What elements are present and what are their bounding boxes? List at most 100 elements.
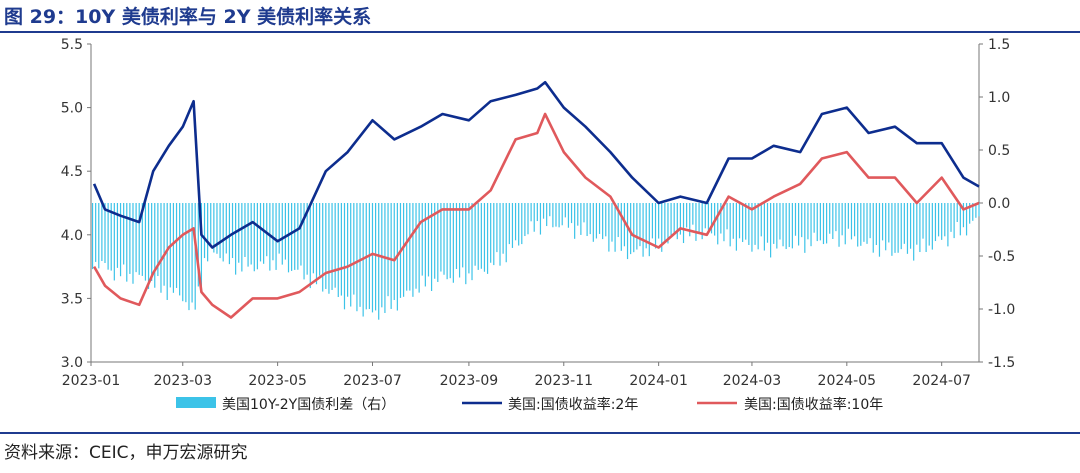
spread-bar	[857, 203, 859, 247]
x-tick-label: 2023-09	[440, 373, 499, 389]
spread-bar	[580, 203, 582, 235]
spread-bar	[101, 203, 103, 262]
spread-bar	[474, 203, 476, 266]
y-right-tick-label: 1.5	[988, 37, 1010, 53]
spread-bar	[415, 203, 417, 289]
spread-bar	[894, 203, 896, 253]
spread-bar	[881, 203, 884, 241]
spread-bar	[738, 203, 741, 239]
line-10y-yield	[92, 112, 980, 319]
spread-bar	[536, 203, 538, 222]
spread-bar	[583, 203, 585, 223]
spread-bar	[701, 203, 703, 240]
spread-bar	[446, 203, 448, 280]
spread-bar	[521, 203, 523, 245]
spread-bar	[654, 203, 657, 249]
spread-bar	[228, 203, 231, 265]
spread-bar	[605, 203, 607, 237]
spread-bar	[698, 203, 700, 233]
spread-bar	[300, 203, 302, 266]
y-left-tick-label: 5.5	[61, 37, 83, 53]
spread-bar	[259, 203, 262, 262]
spread-bar	[552, 203, 554, 228]
spread-bar	[922, 203, 924, 239]
spread-bar	[645, 203, 647, 249]
spread-bar	[402, 203, 405, 297]
spread-bar	[664, 203, 666, 243]
spread-bar	[539, 203, 542, 235]
spread-bar	[132, 203, 134, 284]
x-tick-label: 2024-01	[629, 373, 688, 389]
spread-bar	[658, 203, 660, 239]
spread-bar	[679, 203, 682, 235]
spread-bar	[822, 203, 825, 245]
spread-bar	[462, 203, 464, 268]
y-left-tick-label: 3.0	[61, 355, 83, 371]
spread-bar	[353, 203, 355, 295]
spread-bar	[567, 203, 570, 228]
spread-bar	[347, 203, 349, 297]
spread-bar	[863, 203, 865, 242]
spread-bar	[91, 203, 94, 270]
spread-bar	[98, 203, 100, 269]
spread-bar	[154, 203, 156, 288]
spread-bar	[850, 203, 853, 240]
spread-bar	[151, 203, 153, 281]
spread-bar	[574, 203, 576, 239]
spread-bar	[334, 203, 336, 288]
y-left-tick-label: 4.0	[61, 228, 83, 244]
spread-bar	[729, 203, 731, 247]
spread-bar	[788, 203, 790, 248]
spread-bar	[648, 203, 650, 257]
spread-bar	[707, 203, 710, 230]
spread-bar	[116, 203, 119, 268]
spread-bar	[773, 203, 775, 244]
spread-bar	[247, 203, 249, 267]
spread-bar	[144, 203, 147, 281]
spread-bar	[564, 203, 566, 218]
spread-bar	[468, 203, 470, 274]
spread-bar	[514, 203, 517, 241]
spread-bar	[975, 203, 977, 218]
spread-bar	[776, 203, 778, 249]
spread-bar	[138, 203, 140, 275]
spread-bar	[763, 203, 765, 251]
spread-bar	[119, 203, 122, 277]
spread-bar	[222, 203, 224, 262]
spread-bar	[801, 203, 803, 238]
spread-bar	[720, 203, 722, 234]
spread-bar	[860, 203, 862, 246]
spread-bar	[959, 203, 961, 236]
spread-bar	[546, 203, 548, 227]
spread-bar	[636, 203, 638, 250]
spread-bar	[956, 203, 958, 222]
spread-bar	[147, 203, 150, 289]
spread-bar	[216, 203, 218, 254]
spread-bar	[630, 203, 632, 255]
spread-bar	[306, 203, 308, 275]
spread-bar	[561, 203, 563, 226]
spread-bar	[704, 203, 706, 229]
spread-bar	[390, 203, 392, 309]
spread-bar	[748, 203, 750, 246]
legend-label-10y: 美国:国债收益率:10年	[744, 396, 883, 413]
spread-bar	[437, 203, 439, 282]
spread-bar	[297, 203, 299, 270]
spread-bar	[266, 203, 268, 257]
spread-bar	[841, 203, 843, 236]
spread-bar	[194, 203, 196, 310]
spread-bar	[558, 203, 560, 228]
spread-bar	[913, 203, 915, 261]
spread-bar	[371, 203, 374, 313]
spread-bar	[182, 203, 184, 302]
spread-bar	[692, 203, 694, 225]
y-right-tick-label: 0.5	[988, 143, 1010, 159]
spread-bar	[163, 203, 165, 286]
spread-bar	[710, 203, 713, 234]
spread-bar	[160, 203, 162, 293]
spread-bar	[642, 203, 644, 257]
spread-bar	[477, 203, 479, 270]
spread-bar	[835, 203, 837, 232]
spread-bar	[219, 203, 221, 259]
spread-bar	[452, 203, 454, 283]
